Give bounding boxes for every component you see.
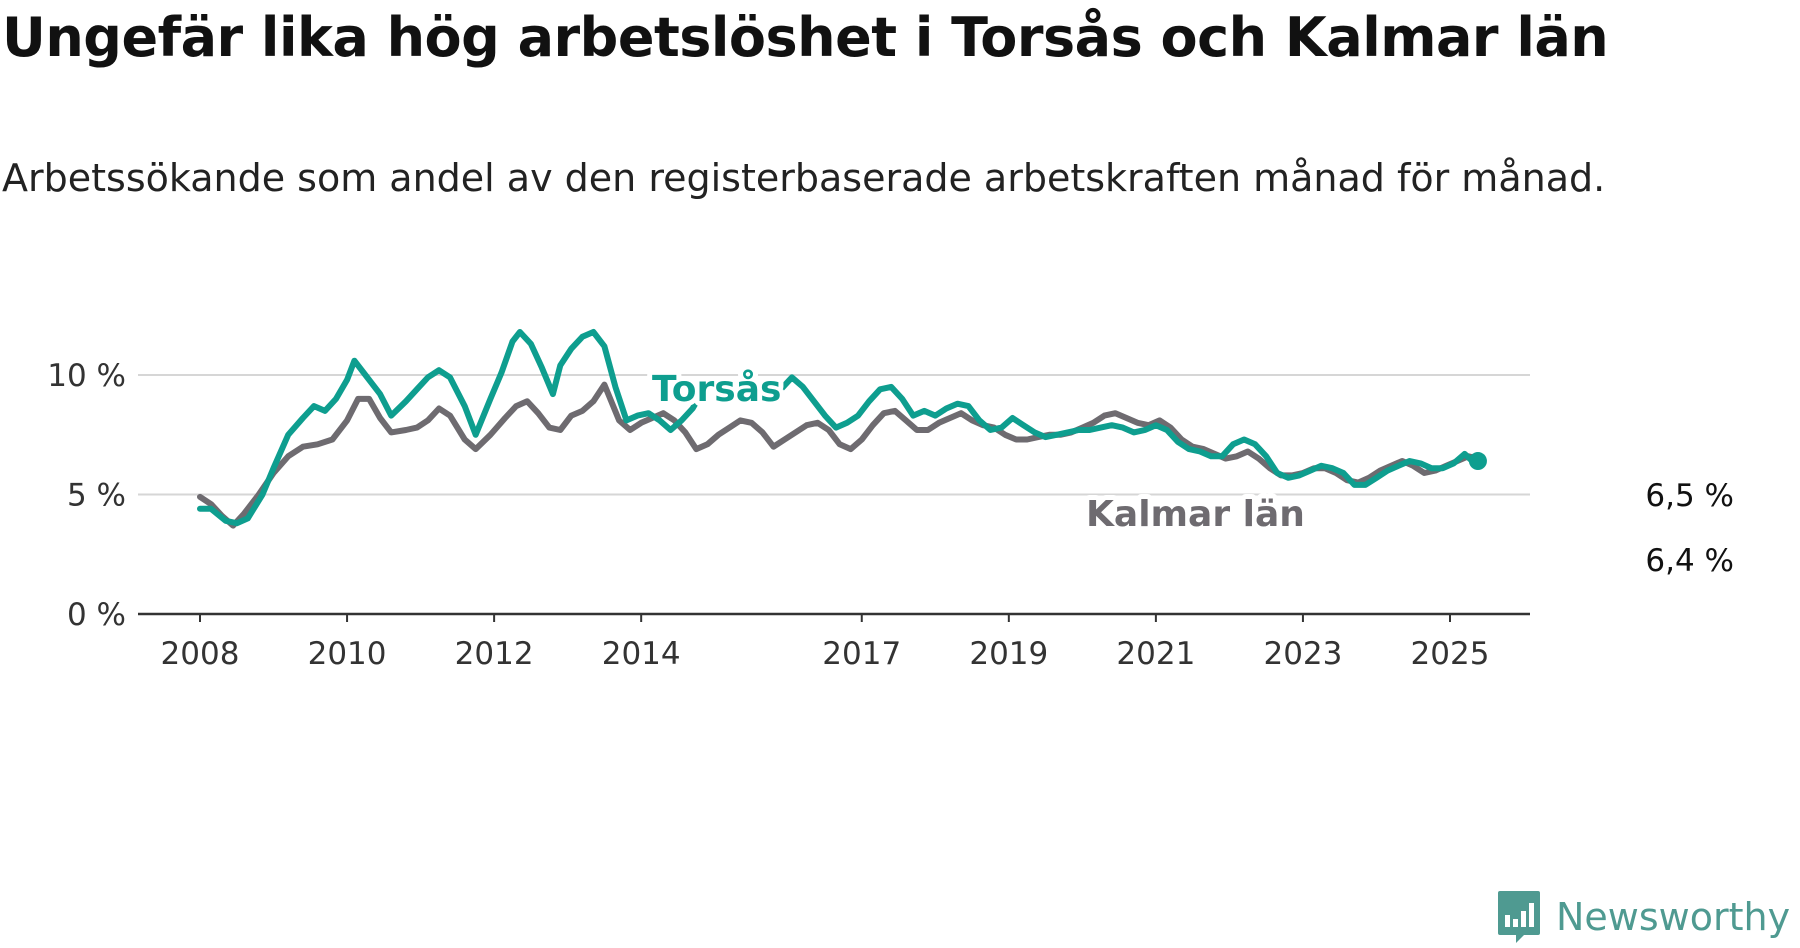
x-tick-label: 2025 (1411, 636, 1490, 672)
x-tick-label: 2010 (308, 636, 387, 672)
x-tick-label: 2023 (1263, 636, 1342, 672)
series-line-torsas (197, 329, 1481, 527)
newsworthy-logo-icon (1498, 891, 1540, 943)
chart-title: Ungefär lika hög arbetslöshet i Torsås o… (2, 6, 1609, 69)
x-tick-label: 2017 (822, 636, 901, 672)
x-tick-label: 2012 (455, 636, 534, 672)
label-layer: Torsås Kalmar län 6,5 % 6,4 % (647, 364, 1738, 583)
end-value-label-torsas: 6,4 % (1645, 543, 1734, 579)
newsworthy-logo-text: Newsworthy (1556, 895, 1791, 939)
series-label-torsas: Torsås (652, 369, 781, 410)
series-end-marker (1468, 452, 1487, 471)
chart-subtitle: Arbetssökande som andel av den registerb… (2, 156, 1606, 200)
x-tick-label: 2019 (969, 636, 1048, 672)
y-tick-label: 0 % (67, 597, 126, 633)
series-label-kalmar: Kalmar län (1086, 494, 1305, 535)
newsworthy-logo: Newsworthy (1496, 886, 1790, 948)
x-tick-label: 2014 (602, 636, 681, 672)
end-value-label-kalmar: 6,5 % (1645, 478, 1734, 514)
y-tick-label: 10 % (47, 358, 126, 394)
x-tick-label: 2021 (1116, 636, 1195, 672)
grid-layer: 0 % 5 % 10 % 2008 2010 2012 2014 2017 2019 2021 20… (47, 358, 1530, 672)
series-layer (197, 329, 1487, 529)
x-tick-label: 2008 (161, 636, 240, 672)
y-tick-label: 5 % (67, 478, 126, 514)
